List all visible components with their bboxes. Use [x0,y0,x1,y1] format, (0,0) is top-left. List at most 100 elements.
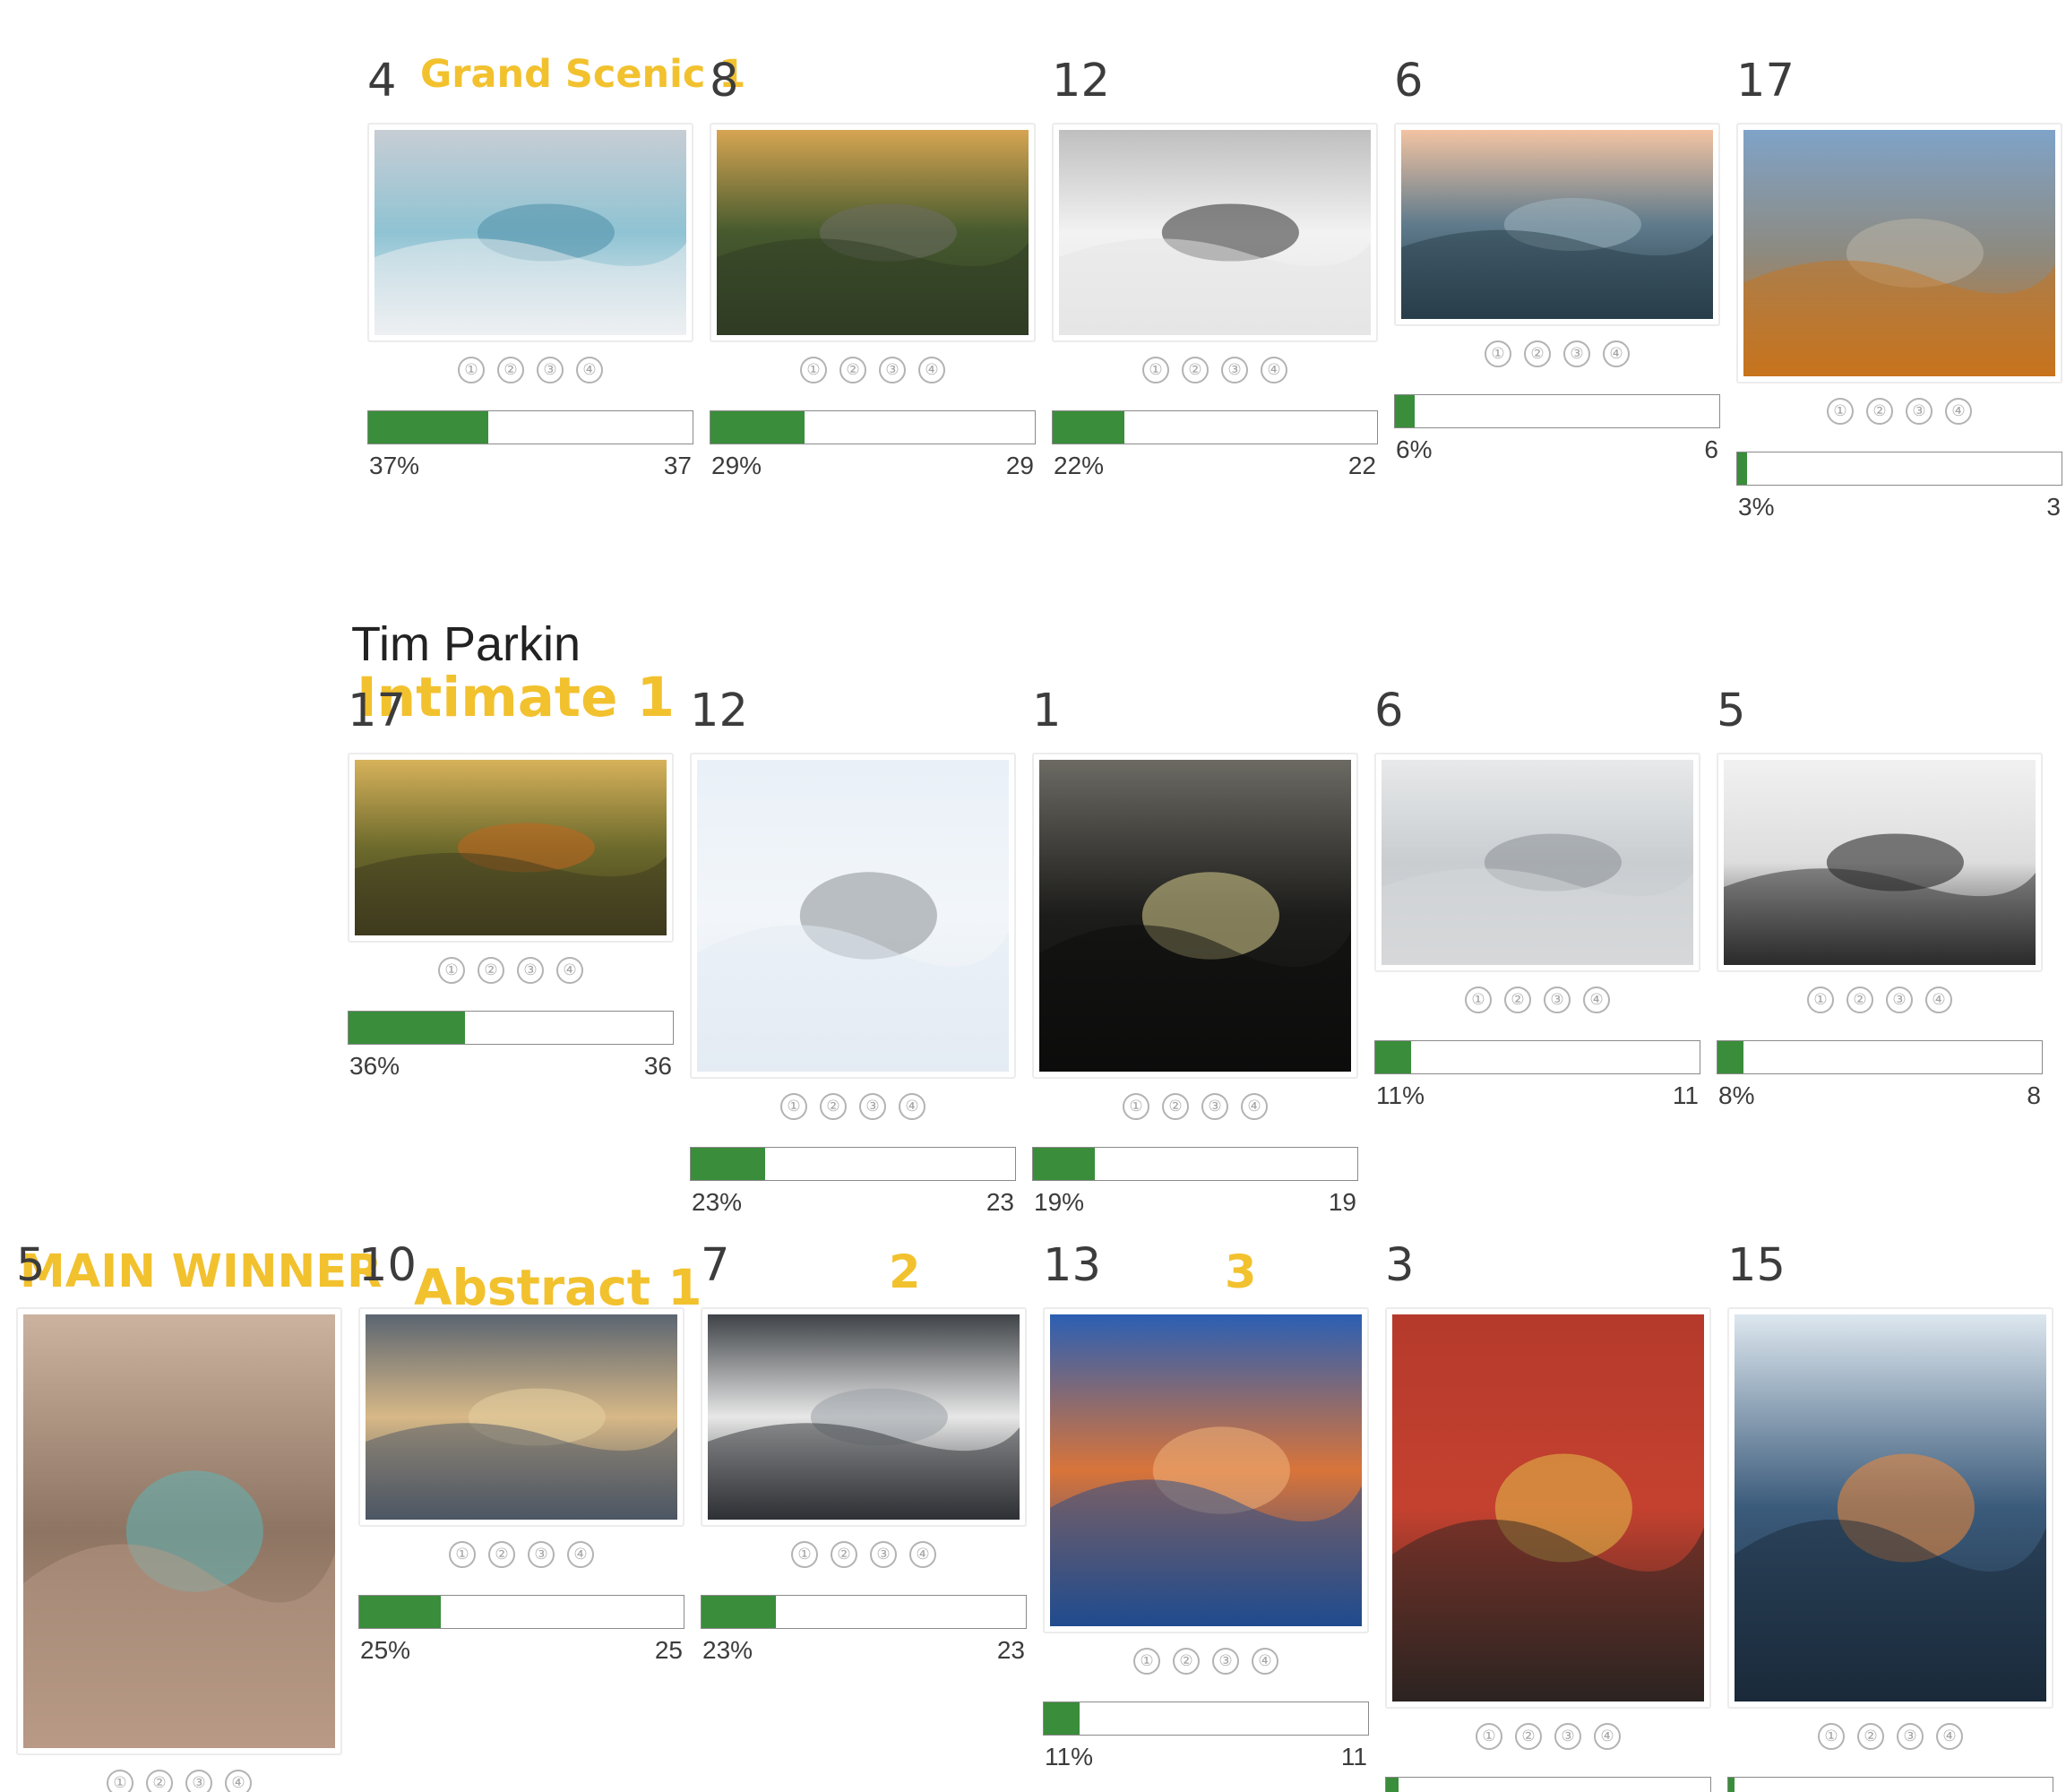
rating-option-2[interactable]: ② [1515,1723,1542,1750]
rating-option-3[interactable]: ③ [859,1093,886,1120]
entry-photo[interactable] [1050,1314,1362,1626]
rating-option-1[interactable]: ① [1807,986,1834,1013]
rating-option-2[interactable]: ② [478,957,504,984]
rating-option-3[interactable]: ③ [1544,986,1571,1013]
photo-frame[interactable] [367,123,693,342]
entry-photo[interactable] [1724,760,2036,965]
rating-option-2[interactable]: ② [146,1770,173,1792]
award-label-abstract: Abstract 1 [414,1259,702,1316]
photo-frame[interactable] [1032,753,1358,1079]
photo-frame[interactable] [358,1307,684,1527]
rating-option-1[interactable]: ① [1465,986,1492,1013]
photo-frame[interactable] [690,753,1016,1079]
rating-option-2[interactable]: ② [1182,357,1209,383]
vote-percent: 22% [1054,452,1105,479]
entry-photo[interactable] [717,130,1029,335]
photo-frame[interactable] [1394,123,1720,326]
rating-option-4[interactable]: ④ [1936,1723,1963,1750]
rating-option-1[interactable]: ① [1818,1723,1845,1750]
rating-option-1[interactable]: ① [1827,398,1854,425]
rating-option-4[interactable]: ④ [1925,986,1952,1013]
rating-option-4[interactable]: ④ [909,1541,936,1568]
rating-option-3[interactable]: ③ [517,957,544,984]
rating-option-3[interactable]: ③ [1897,1723,1924,1750]
rating-option-2[interactable]: ② [1857,1723,1884,1750]
rating-option-1[interactable]: ① [791,1541,818,1568]
rating-option-1[interactable]: ① [458,357,485,383]
entry-photo[interactable] [1743,130,2055,376]
rating-option-3[interactable]: ③ [185,1770,212,1792]
rating-option-1[interactable]: ① [780,1093,807,1120]
rating-option-3[interactable]: ③ [1906,398,1933,425]
photo-frame[interactable] [1717,753,2043,972]
entry-photo[interactable] [1392,1314,1704,1702]
entry-photo[interactable] [23,1314,335,1748]
rating-option-4[interactable]: ④ [225,1770,252,1792]
rating-option-1[interactable]: ① [1142,357,1169,383]
rating-option-2[interactable]: ② [497,357,524,383]
entry-photo[interactable] [1735,1314,2046,1702]
rating-option-3[interactable]: ③ [879,357,906,383]
photo-frame[interactable] [701,1307,1027,1527]
rating-option-4[interactable]: ④ [1241,1093,1268,1120]
rating-option-2[interactable]: ② [1846,986,1873,1013]
photo-frame[interactable] [1736,123,2062,383]
photo-frame[interactable] [1727,1307,2053,1709]
rating-option-1[interactable]: ① [449,1541,476,1568]
entry-photo[interactable] [1382,760,1693,965]
entry-photo[interactable] [1039,760,1351,1072]
entry-photo[interactable] [1401,130,1713,319]
rating-option-1[interactable]: ① [1123,1093,1149,1120]
rating-option-4[interactable]: ④ [1603,340,1630,367]
rating-option-3[interactable]: ③ [537,357,564,383]
rating-option-2[interactable]: ② [831,1541,857,1568]
rating-option-4[interactable]: ④ [1252,1648,1278,1675]
rating-option-4[interactable]: ④ [556,957,583,984]
rating-option-3[interactable]: ③ [1886,986,1913,1013]
rating-option-1[interactable]: ① [1485,340,1511,367]
rating-option-1[interactable]: ① [1133,1648,1160,1675]
rating-option-4[interactable]: ④ [1261,357,1287,383]
photo-frame[interactable] [348,753,674,943]
rating-option-2[interactable]: ② [820,1093,847,1120]
photo-frame[interactable] [1385,1307,1711,1709]
rating-option-2[interactable]: ② [1162,1093,1189,1120]
rating-option-4[interactable]: ④ [1945,398,1972,425]
rating-option-2[interactable]: ② [839,357,866,383]
rating-option-3[interactable]: ③ [1563,340,1590,367]
photo-frame[interactable] [1043,1307,1369,1633]
rating-option-3[interactable]: ③ [1201,1093,1228,1120]
entry-photo[interactable] [697,760,1009,1072]
entry-photo[interactable] [708,1314,1020,1520]
rating-option-4[interactable]: ④ [918,357,945,383]
rating-option-2[interactable]: ② [488,1541,515,1568]
photo-frame[interactable] [1052,123,1378,342]
rating-option-4[interactable]: ④ [1594,1723,1621,1750]
rating-option-4[interactable]: ④ [1583,986,1610,1013]
photo-frame[interactable] [16,1307,342,1755]
rating-option-2[interactable]: ② [1524,340,1551,367]
entry-photo[interactable] [355,760,667,935]
rating-option-3[interactable]: ③ [528,1541,555,1568]
rating-option-1[interactable]: ① [107,1770,133,1792]
rating-option-3[interactable]: ③ [1221,357,1248,383]
entry-photo[interactable] [1059,130,1371,335]
rating-option-4[interactable]: ④ [576,357,603,383]
rating-option-1[interactable]: ① [800,357,827,383]
award-label-intimate: Intimate 1 [357,666,676,729]
rating-option-2[interactable]: ② [1173,1648,1200,1675]
photo-frame[interactable] [710,123,1036,342]
entry-photo[interactable] [366,1314,677,1520]
entry-photo[interactable] [374,130,686,335]
photo-frame[interactable] [1374,753,1700,972]
rating-option-1[interactable]: ① [438,957,465,984]
rating-option-3[interactable]: ③ [1212,1648,1239,1675]
rating-option-4[interactable]: ④ [899,1093,925,1120]
rating-option-3[interactable]: ③ [1554,1723,1581,1750]
rating-option-3[interactable]: ③ [870,1541,897,1568]
rating-option-2[interactable]: ② [1866,398,1893,425]
vote-progress-fill [349,1012,466,1044]
rating-option-1[interactable]: ① [1476,1723,1502,1750]
rating-option-2[interactable]: ② [1504,986,1531,1013]
rating-option-4[interactable]: ④ [567,1541,594,1568]
